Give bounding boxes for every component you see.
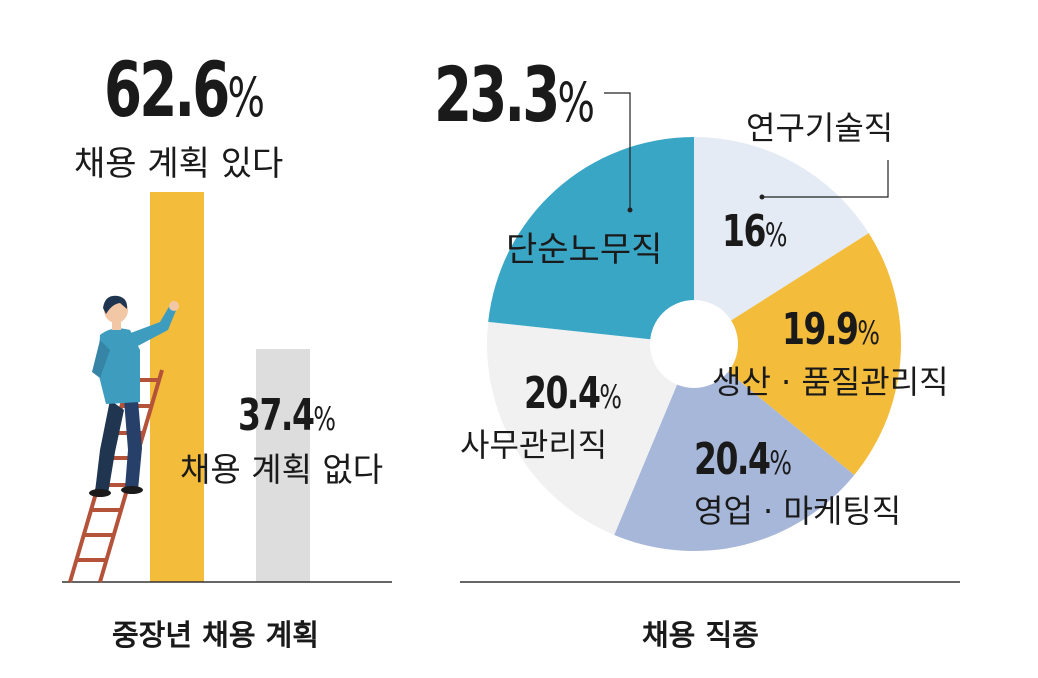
pie-chart-title: 채용 직종 [642, 618, 759, 652]
value-label-manual-labor: 23.3% [434, 50, 595, 139]
slice-label-office: 사무관리직 [460, 426, 608, 464]
bar-chart [62, 192, 392, 583]
value-label-office: 20.4% [524, 368, 622, 419]
leader-line-research [762, 160, 889, 198]
slice-label-research: 연구기술직 [746, 109, 894, 147]
donut-hole [650, 300, 738, 388]
slice-label-manual-labor: 단순노무직 [506, 230, 663, 270]
leader-dot-research [759, 194, 765, 200]
value-label-sales: 20.4% [694, 434, 792, 485]
bar-no-plan [256, 348, 310, 582]
category-label-no-plan: 채용 계획 없다 [180, 450, 384, 489]
pie-chart [487, 137, 902, 551]
value-label-production: 19.9% [782, 304, 880, 355]
leader-dot-manual-labor [627, 207, 633, 213]
leader-line-manual-labor [604, 92, 631, 210]
slice-office [487, 321, 694, 535]
slice-manual-labor [488, 137, 694, 344]
slice-sales [614, 344, 855, 551]
slice-label-sales: 영업 · 마케팅직 [694, 492, 902, 530]
value-label-research: 16% [722, 206, 788, 257]
value-label-has-plan: 62.6% [104, 45, 265, 134]
slice-research [694, 137, 869, 344]
person-icon [89, 295, 179, 497]
ladder-climber-illustration [68, 295, 179, 583]
value-label-no-plan: 37.4% [238, 390, 336, 441]
bar-chart-title: 중장년 채용 계획 [112, 618, 319, 652]
slice-label-production: 생산 · 품질관리직 [712, 363, 949, 401]
slice-production [694, 233, 902, 475]
category-label-has-plan: 채용 계획 있다 [74, 144, 284, 184]
